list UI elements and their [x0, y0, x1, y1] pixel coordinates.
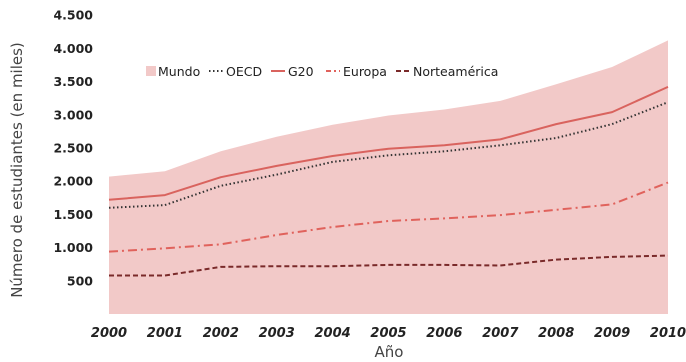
- series-line-g20: [108, 85, 669, 201]
- legend-label-g20: G20: [288, 64, 314, 79]
- x-tick-label: 2006: [426, 326, 462, 341]
- x-tick-label: 2000: [91, 326, 127, 341]
- x-tick-label: 2005: [370, 326, 406, 341]
- series-line-norteamérica: [109, 254, 669, 277]
- x-axis-label: Año: [375, 343, 404, 361]
- y-tick-label: 2.000: [53, 174, 93, 189]
- x-tick-label: 2008: [538, 326, 574, 341]
- y-tick-label: 4.500: [53, 8, 93, 23]
- y-tick-label: 500: [67, 273, 93, 288]
- x-tick-label: 2004: [315, 326, 351, 341]
- y-tick-label: 1.500: [53, 207, 93, 222]
- x-tick-label: 2001: [147, 326, 183, 341]
- x-tick-label: 2010: [650, 326, 686, 341]
- y-tick-label: 4.000: [53, 41, 93, 56]
- y-axis-label: Número de estudiantes (en miles): [8, 42, 26, 298]
- legend-label-europa: Europa: [343, 64, 387, 79]
- y-tick-label: 3.500: [53, 74, 93, 89]
- legend-label-norteamérica: Norteamérica: [413, 64, 498, 79]
- y-tick-label: 3.000: [53, 107, 93, 122]
- x-tick-label: 2009: [594, 326, 630, 341]
- legend: Mundo OECD G20 Europa Norteamérica: [146, 64, 498, 79]
- plot-area: [108, 40, 669, 315]
- x-axis: 2000 2001 2002 2003 2004 2005 2006 2007 2008 2009…: [91, 326, 686, 341]
- y-tick-label: 1.000: [53, 240, 93, 255]
- legend-label-oecd: OECD: [226, 64, 262, 79]
- x-tick-label: 2002: [203, 326, 239, 341]
- series-area-mundo: [109, 40, 668, 315]
- y-tick-label: 2.500: [53, 141, 93, 156]
- y-axis: 500 1.000 1.500 2.000 2.500 3.000 3.500 4.000 4.…: [53, 8, 93, 289]
- x-tick-label: 2003: [259, 326, 295, 341]
- x-tick-label: 2007: [482, 326, 519, 341]
- legend-label-mundo: Mundo: [158, 64, 200, 79]
- legend-swatch-mundo: [146, 66, 156, 76]
